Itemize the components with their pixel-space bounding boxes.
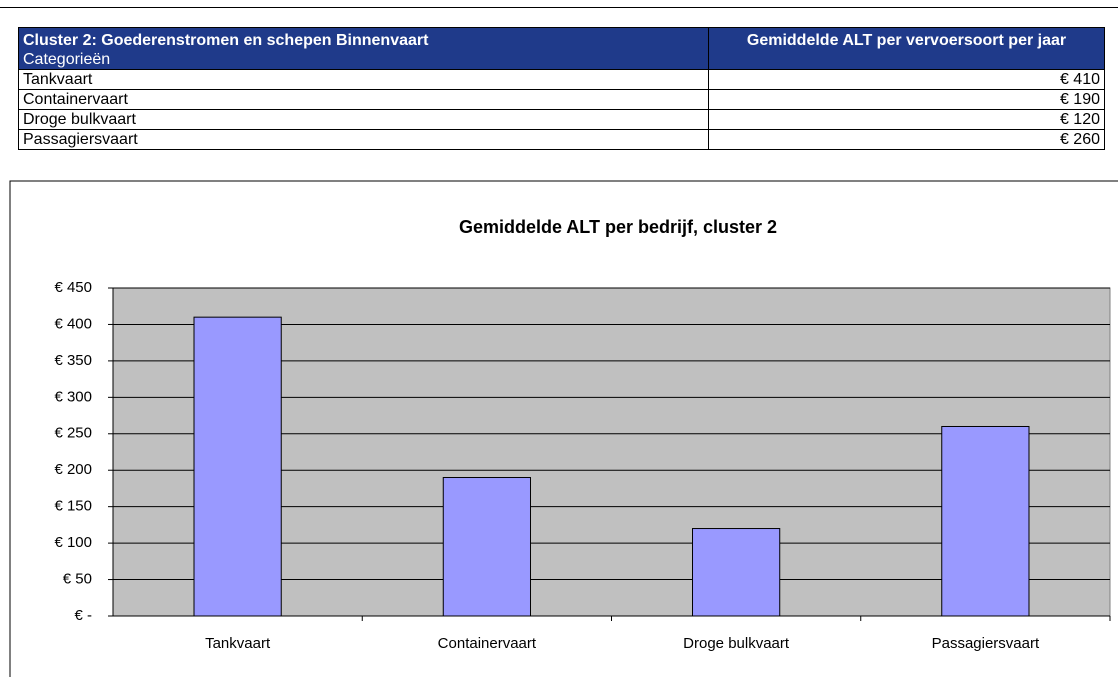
x-tick-label: Passagiersvaart — [932, 635, 1040, 652]
header-subtitle: Categorieën — [23, 51, 111, 68]
header-row: Cluster 2: Goederenstromen en schepen Bi… — [18, 27, 1105, 70]
table-row: Passagiersvaart € 260 — [18, 129, 1105, 150]
bar — [193, 316, 282, 617]
y-tick-label: € 100 — [54, 534, 92, 551]
table-body: Tankvaart € 410 Containervaart € 190 Droge b… — [18, 69, 1105, 150]
bar — [941, 425, 1030, 617]
category-cell: Tankvaart — [18, 69, 709, 90]
header-cell: Cluster 2: Goederenstromen en schepen Bi… — [18, 27, 709, 70]
category-cell: Passagiersvaart — [18, 129, 709, 150]
x-tick-label: Tankvaart — [205, 635, 271, 652]
y-tick-label: € 250 — [54, 425, 92, 442]
table-row: Tankvaart € 410 — [18, 69, 1105, 90]
bar — [442, 477, 531, 617]
value-cell: € 120 — [708, 109, 1105, 130]
y-tick-label: € 50 — [63, 571, 92, 588]
x-tick-label: Droge bulkvaart — [683, 635, 790, 652]
y-tick-label: € 150 — [54, 498, 92, 515]
chart-title: Gemiddelde ALT per bedrijf, cluster 2 — [459, 217, 777, 237]
rule — [0, 7, 1118, 8]
header-title: Cluster 2: Goederenstromen en schepen Bi… — [23, 32, 429, 49]
data-table: Cluster 2: Goederenstromen en schepen Bi… — [18, 27, 1105, 150]
value-cell: € 260 — [708, 129, 1105, 150]
y-tick-label: € 350 — [54, 352, 92, 369]
y-tick-label: € - — [74, 607, 92, 624]
y-tick-label: € 200 — [54, 461, 92, 478]
x-tick-label: Containervaart — [438, 635, 537, 652]
y-tick-label: € 450 — [54, 279, 92, 296]
table-row: Droge bulkvaart € 120 — [18, 109, 1105, 130]
y-tick-label: € 300 — [54, 388, 92, 405]
bar — [692, 528, 781, 617]
y-tick-label: € 400 — [54, 315, 92, 332]
header-cell: Gemiddelde ALT per vervoersoort per jaar — [708, 27, 1105, 70]
